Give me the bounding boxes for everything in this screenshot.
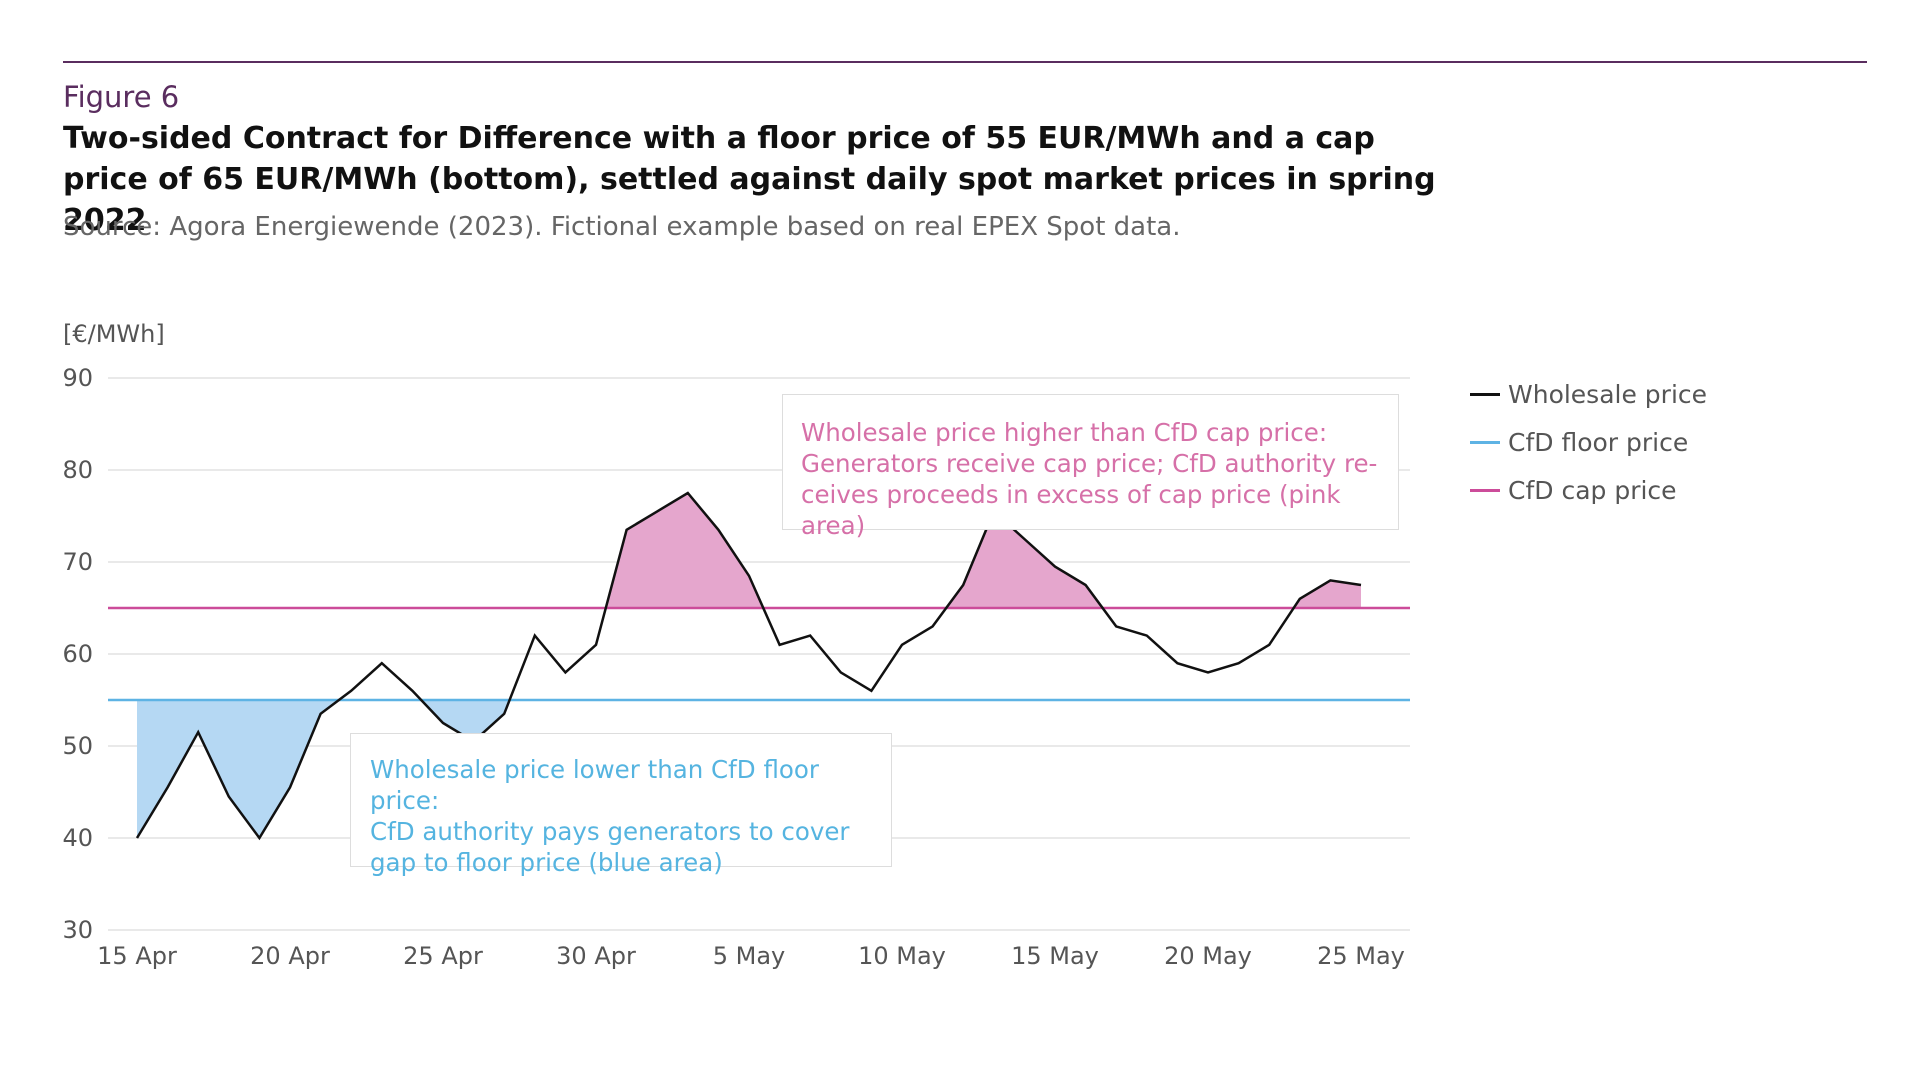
legend-item-wholesale: Wholesale price [1470,370,1707,418]
legend-swatch-floor [1470,440,1500,444]
y-tick-label: 30 [62,916,93,944]
figure-title: Two-sided Contract for Difference with a… [63,121,1436,238]
chart-legend: Wholesale price CfD floor price CfD cap … [1470,370,1707,514]
legend-label-wholesale: Wholesale price [1508,379,1708,409]
axes: 30 40 50 60 70 80 90 [€/MWh] 15 Apr 20 Apr 25 Apr 3… [62,320,1404,970]
floor-annotation-line2: gap to floor price (blue area) [370,848,723,877]
x-tick-label: 15 May [1011,942,1099,970]
floor-annotation-line1: CfD authority pays generators to cover [370,817,850,846]
cap-annotation-title: Wholesale price higher than CfD cap pric… [801,418,1328,447]
cap-annotation-line2: ceives proceeds in excess of cap price (… [801,480,1341,540]
figure-label: Figure 6 [63,80,180,114]
figure-source: Source: Agora Energiewende (2023). Ficti… [63,212,1181,242]
x-tick-label: 30 Apr [556,942,636,970]
x-tick-label: 25 Apr [403,942,483,970]
header-rule [63,61,1867,63]
reference-lines [108,606,1410,702]
y-tick-label: 40 [62,824,93,852]
legend-label-cap: CfD cap price [1508,475,1677,505]
x-tick-label: 25 May [1317,942,1405,970]
y-tick-label: 60 [62,640,93,668]
area-fills [137,493,1361,838]
x-tick-label: 20 Apr [250,942,330,970]
floor-annotation-title: Wholesale price lower than CfD floor pri… [370,755,819,815]
legend-item-cap: CfD cap price [1470,466,1707,514]
cap-excess-area [946,511,1103,608]
x-tick-label: 15 Apr [97,942,177,970]
cap-excess-area [1293,580,1361,608]
cap-annotation: Wholesale price higher than CfD cap pric… [782,394,1399,540]
x-tick-label: 5 May [713,942,786,970]
legend-item-floor: CfD floor price [1470,418,1707,466]
y-tick-label: 80 [62,456,93,484]
cap-excess-area [605,493,764,608]
legend-swatch-wholesale [1470,392,1500,396]
y-tick-label: 50 [62,732,93,760]
x-tick-label: 10 May [858,942,946,970]
cap-annotation-line1: Generators receive cap price; CfD author… [801,449,1378,478]
legend-swatch-cap [1470,488,1500,492]
y-tick-label: 70 [62,548,93,576]
x-tick-label: 20 May [1164,942,1252,970]
wholesale-series [135,491,1362,841]
floor-annotation: Wholesale price lower than CfD floor pri… [350,733,892,877]
floor-gap-area [137,700,339,838]
legend-label-floor: CfD floor price [1508,427,1689,457]
floor-gap-area [421,700,510,742]
wholesale-price-line [135,491,1362,841]
y-tick-label: 90 [62,364,93,392]
y-axis-unit-label: [€/MWh] [63,320,165,348]
